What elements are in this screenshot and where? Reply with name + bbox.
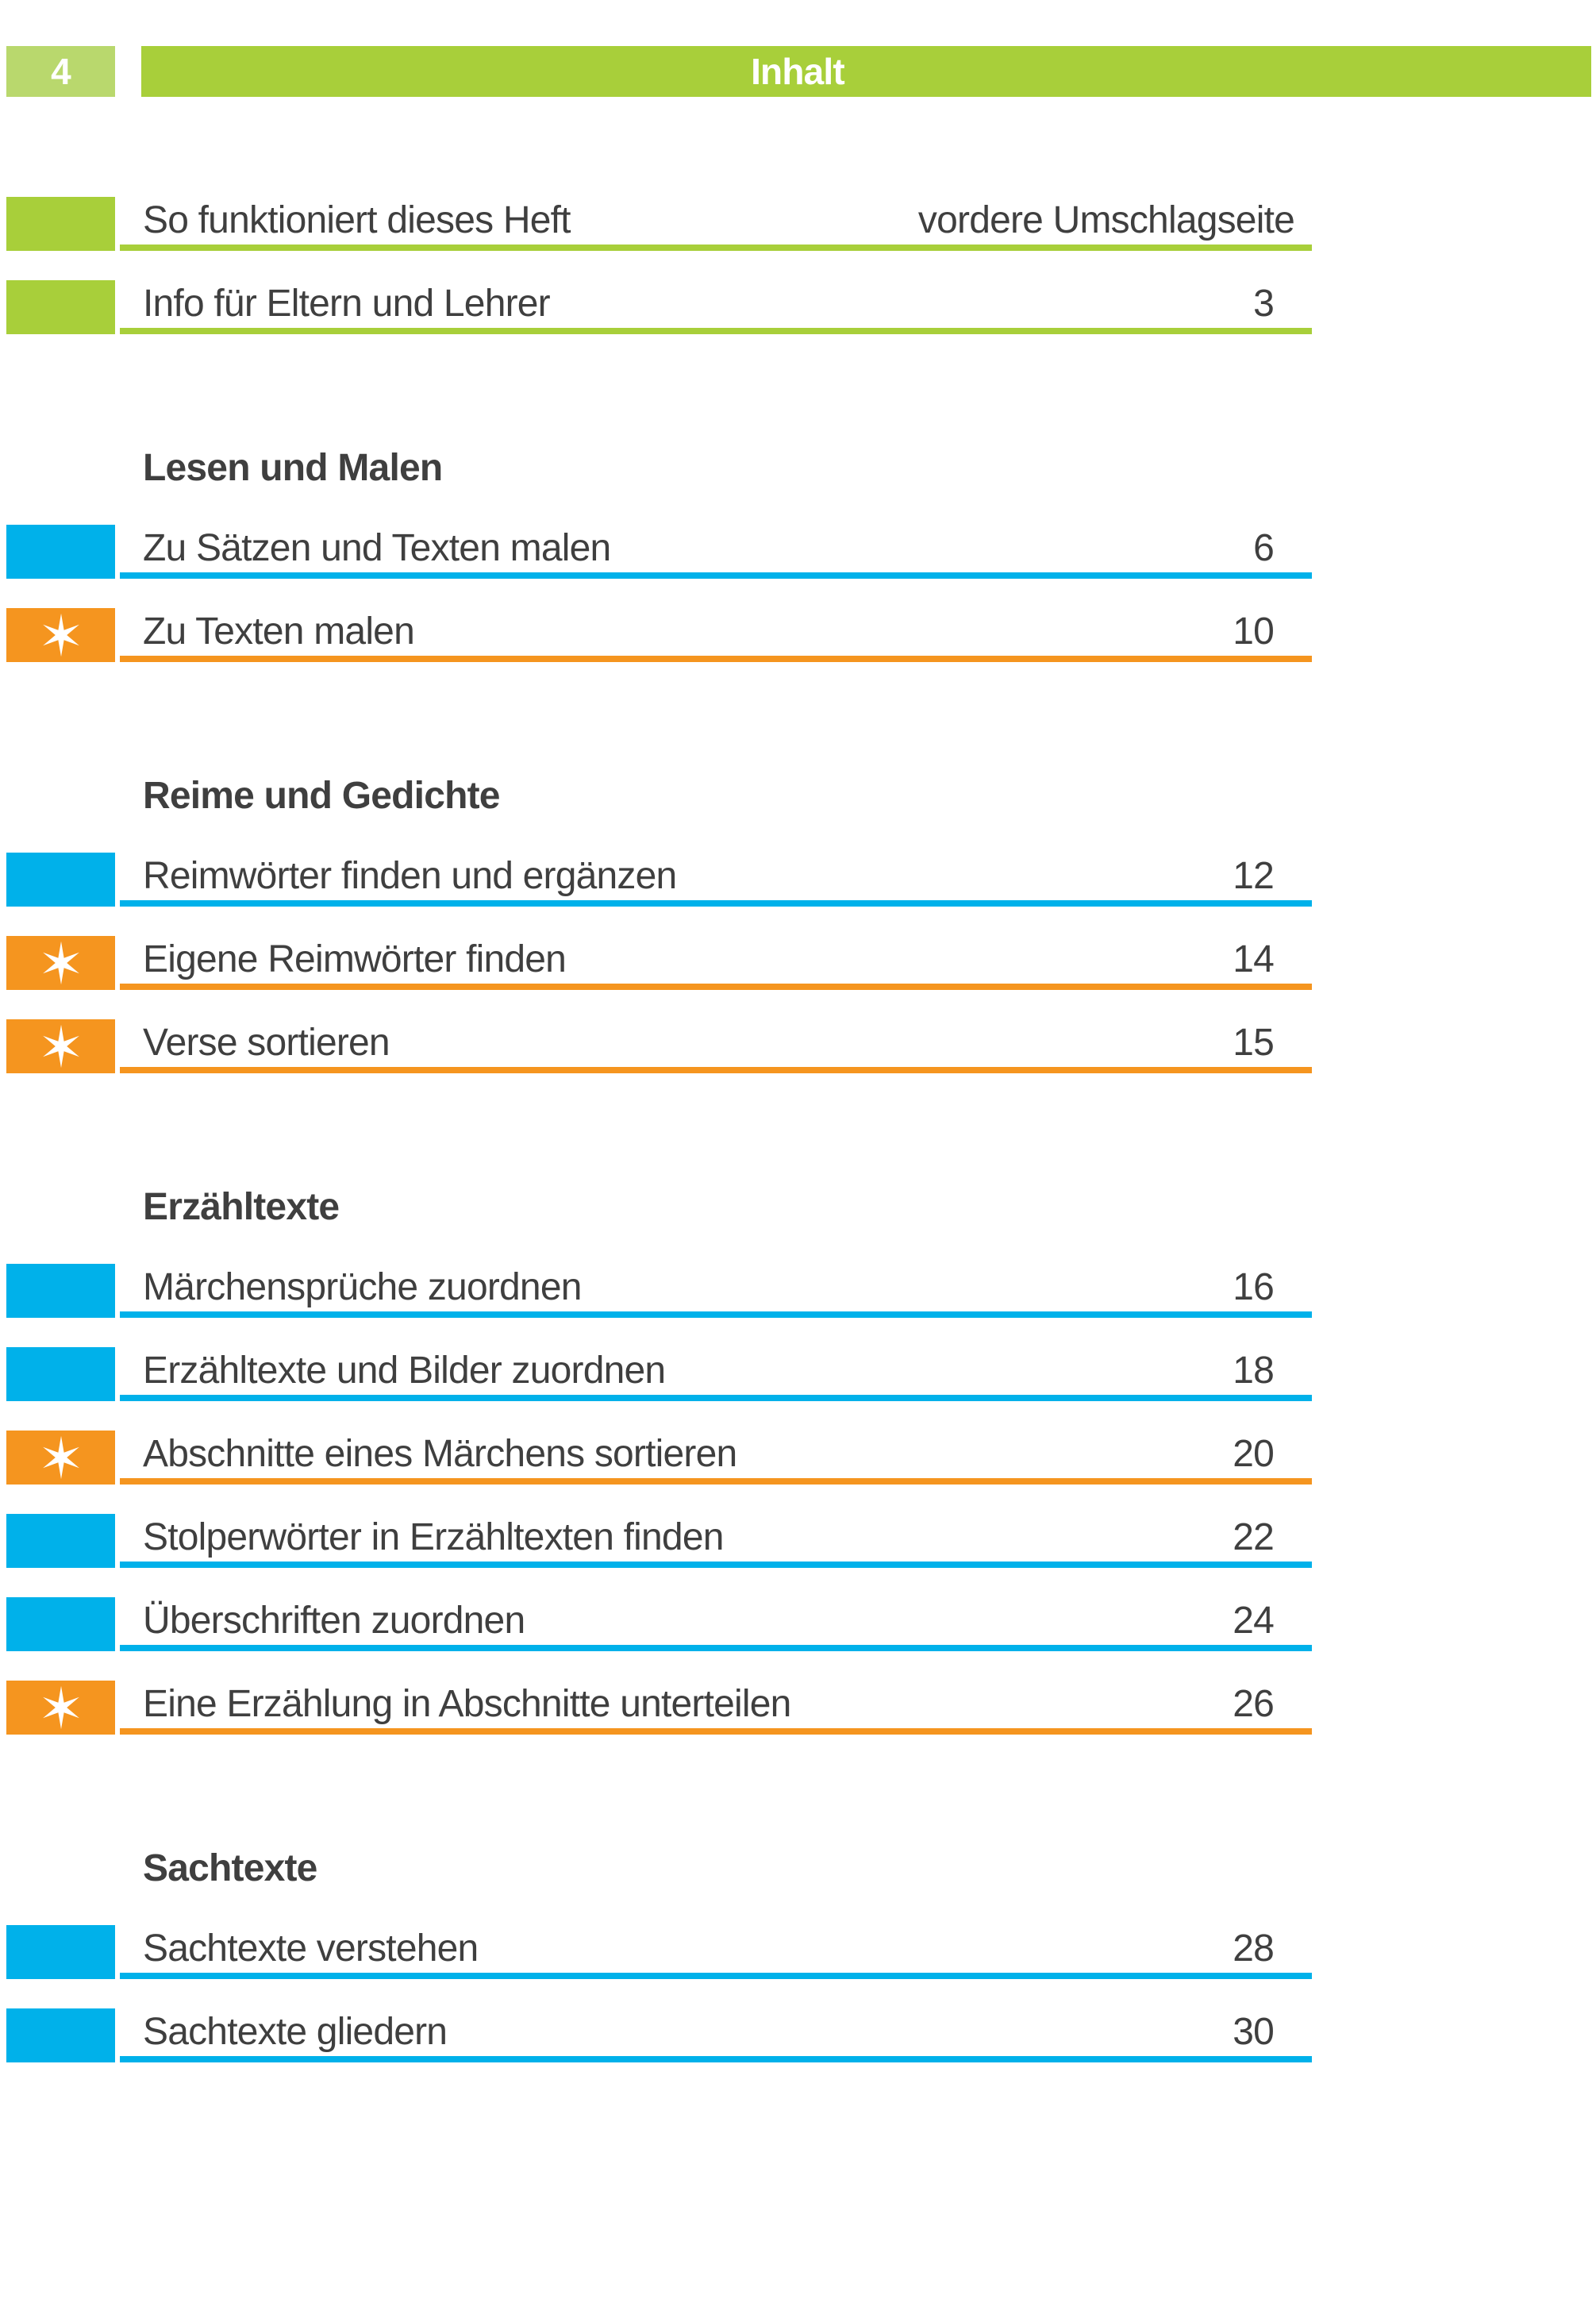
entry-page-number: 12 bbox=[1233, 855, 1275, 897]
entry-label: Überschriften zuordnen bbox=[143, 1600, 525, 1642]
color-tab bbox=[6, 1264, 115, 1318]
entry-page-number: 6 bbox=[1253, 527, 1275, 569]
section-title: Lesen und Malen bbox=[143, 447, 443, 489]
entry-page-number: 28 bbox=[1233, 1927, 1275, 1970]
starred-color-tab bbox=[6, 608, 115, 662]
toc-entry: Eine Erzählung in Abschnitte unterteilen… bbox=[120, 1681, 1312, 1735]
entry-label: Zu Sätzen und Texten malen bbox=[143, 527, 611, 569]
starred-color-tab bbox=[6, 936, 115, 990]
entry-page-number: 22 bbox=[1233, 1516, 1275, 1558]
starred-color-tab bbox=[6, 1431, 115, 1485]
toc-entry: Abschnitte eines Märchens sortieren 20 bbox=[120, 1431, 1312, 1485]
toc-entry: Stolperwörter in Erzähltexten finden 22 bbox=[120, 1514, 1312, 1568]
star-icon bbox=[42, 1435, 79, 1480]
toc-row: Verse sortieren 15 bbox=[6, 1019, 1312, 1073]
entry-label: Eine Erzählung in Abschnitte unterteilen bbox=[143, 1683, 791, 1725]
section-title: Erzähltexte bbox=[143, 1186, 340, 1228]
toc-row: Zu Sätzen und Texten malen 6 bbox=[6, 525, 1312, 579]
toc: So funktioniert dieses Heft vordere Umsch… bbox=[6, 197, 1596, 2062]
entry-label: Reimwörter finden und ergänzen bbox=[143, 855, 677, 897]
toc-row: Eigene Reimwörter finden 14 bbox=[6, 936, 1312, 990]
toc-entry: Zu Texten malen 10 bbox=[120, 608, 1312, 662]
star-icon bbox=[42, 941, 79, 985]
toc-row: Märchensprüche zuordnen 16 bbox=[6, 1264, 1312, 1318]
toc-entry: So funktioniert dieses Heft vordere Umsch… bbox=[120, 197, 1312, 251]
toc-row: Stolperwörter in Erzähltexten finden 22 bbox=[6, 1514, 1312, 1568]
toc-row: Sachtexte verstehen 28 bbox=[6, 1925, 1312, 1979]
entry-label: Info für Eltern und Lehrer bbox=[143, 283, 551, 325]
toc-entry: Überschriften zuordnen 24 bbox=[120, 1597, 1312, 1651]
starred-color-tab bbox=[6, 1019, 115, 1073]
color-tab bbox=[6, 1514, 115, 1568]
toc-entry: Verse sortieren 15 bbox=[120, 1019, 1312, 1073]
page-number: 4 bbox=[51, 51, 71, 92]
entry-label: So funktioniert dieses Heft bbox=[143, 199, 571, 241]
entry-page-number: 3 bbox=[1253, 283, 1275, 325]
header-bar: Inhalt bbox=[141, 46, 1591, 97]
toc-row: Info für Eltern und Lehrer 3 bbox=[6, 280, 1312, 334]
entry-label: Abschnitte eines Märchens sortieren bbox=[143, 1433, 737, 1475]
toc-entry: Märchensprüche zuordnen 16 bbox=[120, 1264, 1312, 1318]
entry-page-number: 30 bbox=[1233, 2011, 1275, 2053]
entry-page-text: vordere Umschlagseite bbox=[917, 199, 1295, 241]
color-tab bbox=[6, 197, 115, 251]
page-header: 4 Inhalt bbox=[6, 46, 1591, 97]
section-title: Reime und Gedichte bbox=[143, 775, 500, 817]
color-tab bbox=[6, 1925, 115, 1979]
entry-label: Eigene Reimwörter finden bbox=[143, 938, 567, 980]
color-tab bbox=[6, 853, 115, 907]
toc-entry: Eigene Reimwörter finden 14 bbox=[120, 936, 1312, 990]
star-icon bbox=[42, 1024, 79, 1069]
star-icon bbox=[42, 613, 79, 657]
page-title: Inhalt bbox=[751, 51, 845, 92]
entry-page-number: 24 bbox=[1233, 1600, 1275, 1642]
entry-page-number: 18 bbox=[1233, 1350, 1275, 1392]
color-tab bbox=[6, 1597, 115, 1651]
entry-label: Stolperwörter in Erzähltexten finden bbox=[143, 1516, 724, 1558]
section-title: Sachtexte bbox=[143, 1847, 317, 1889]
toc-row: Reimwörter finden und ergänzen 12 bbox=[6, 853, 1312, 907]
toc-row: Eine Erzählung in Abschnitte unterteilen… bbox=[6, 1681, 1312, 1735]
toc-entry: Zu Sätzen und Texten malen 6 bbox=[120, 525, 1312, 579]
entry-label: Märchensprüche zuordnen bbox=[143, 1266, 582, 1308]
star-icon bbox=[42, 1685, 79, 1730]
entry-page-number: 16 bbox=[1233, 1266, 1275, 1308]
entry-page-number: 26 bbox=[1233, 1683, 1275, 1725]
entry-page-number: 20 bbox=[1233, 1433, 1275, 1475]
toc-entry: Sachtexte gliedern 30 bbox=[120, 2008, 1312, 2062]
entry-label: Erzähltexte und Bilder zuordnen bbox=[143, 1350, 666, 1392]
toc-entry: Sachtexte verstehen 28 bbox=[120, 1925, 1312, 1979]
toc-row: Abschnitte eines Märchens sortieren 20 bbox=[6, 1431, 1312, 1485]
entry-page-number: 10 bbox=[1233, 610, 1275, 653]
entry-page-number: 15 bbox=[1233, 1022, 1275, 1064]
starred-color-tab bbox=[6, 1681, 115, 1735]
toc-row: Überschriften zuordnen 24 bbox=[6, 1597, 1312, 1651]
color-tab bbox=[6, 1347, 115, 1401]
color-tab bbox=[6, 2008, 115, 2062]
toc-entry: Info für Eltern und Lehrer 3 bbox=[120, 280, 1312, 334]
entry-label: Sachtexte verstehen bbox=[143, 1927, 479, 1970]
toc-row: So funktioniert dieses Heft vordere Umsch… bbox=[6, 197, 1312, 251]
entry-label: Verse sortieren bbox=[143, 1022, 390, 1064]
toc-row: Erzähltexte und Bilder zuordnen 18 bbox=[6, 1347, 1312, 1401]
toc-entry: Erzähltexte und Bilder zuordnen 18 bbox=[120, 1347, 1312, 1401]
toc-row: Sachtexte gliedern 30 bbox=[6, 2008, 1312, 2062]
page-number-box: 4 bbox=[6, 46, 115, 97]
entry-page-number: 14 bbox=[1233, 938, 1275, 980]
entry-label: Zu Texten malen bbox=[143, 610, 415, 653]
color-tab bbox=[6, 525, 115, 579]
toc-row: Zu Texten malen 10 bbox=[6, 608, 1312, 662]
color-tab bbox=[6, 280, 115, 334]
toc-entry: Reimwörter finden und ergänzen 12 bbox=[120, 853, 1312, 907]
entry-label: Sachtexte gliedern bbox=[143, 2011, 448, 2053]
